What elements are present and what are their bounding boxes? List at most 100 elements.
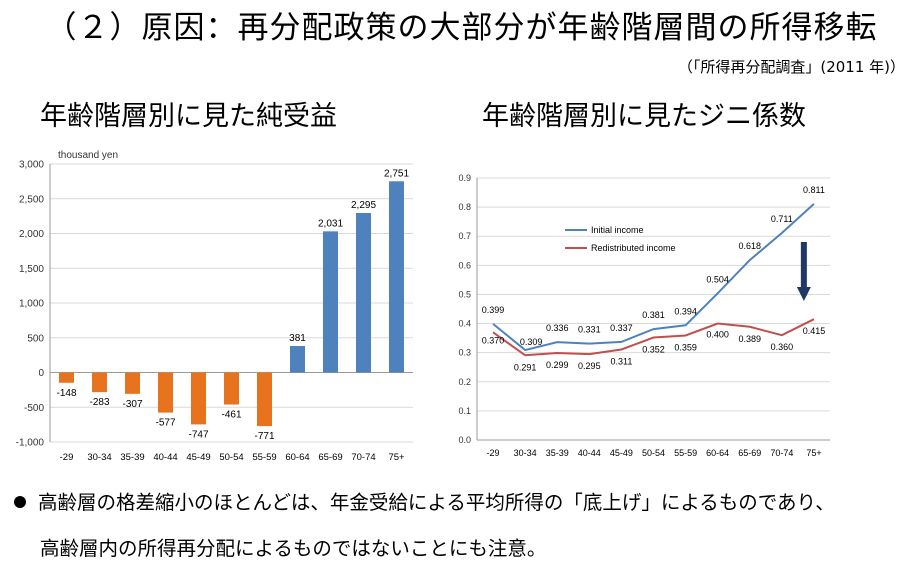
x-tick-label: 30-34 <box>87 452 111 463</box>
data-label: 0.299 <box>546 360 569 370</box>
x-tick-label: 65-69 <box>738 448 761 458</box>
x-tick-label: 55-59 <box>674 448 697 458</box>
data-label: 0.389 <box>739 334 762 344</box>
data-label: 0.504 <box>706 274 729 284</box>
bar-value-label: 381 <box>289 333 306 344</box>
x-tick-label: 70-74 <box>351 452 375 463</box>
y-tick-label: 0.6 <box>458 260 471 270</box>
y-tick-label: -500 <box>24 403 44 414</box>
net-benefit-bar-chart: thousand yen -1,000 -500 0 500 1,000 1,500 2,00… <box>16 150 413 463</box>
y-tick-label: -1,000 <box>16 438 45 449</box>
data-label: 0.811 <box>803 185 825 195</box>
x-tick-label: 45-49 <box>610 448 633 458</box>
data-label: 0.399 <box>482 305 505 315</box>
y-tick-label: 1,000 <box>19 299 44 310</box>
data-label: 0.291 <box>514 362 537 372</box>
down-arrow-icon <box>796 287 811 301</box>
bar-value-label: -148 <box>56 388 76 399</box>
bar-value-label: -771 <box>254 431 274 442</box>
x-tick-label: -29 <box>60 452 74 463</box>
x-tick-label: 50-54 <box>219 452 243 463</box>
bar-value-label: -307 <box>122 399 142 410</box>
x-tick-label: 55-59 <box>252 452 276 463</box>
y-tick-label: 0.8 <box>458 202 471 212</box>
x-tick-label: 60-64 <box>706 448 729 458</box>
left-chart-title: 年齢階層別に見た純受益 <box>40 101 337 132</box>
x-tick-label: 75+ <box>388 452 405 463</box>
x-tick-label: 70-74 <box>770 448 793 458</box>
x-tick-label: 35-39 <box>546 448 569 458</box>
source-citation: （「所得再分配調査」(2011 年)） <box>677 58 905 76</box>
data-label: 0.331 <box>578 325 601 335</box>
data-label: 0.381 <box>642 310 665 320</box>
arrow-shaft <box>800 242 807 288</box>
y-tick-label: 0.9 <box>458 173 471 183</box>
bar <box>125 372 140 394</box>
x-tick-label: 65-69 <box>318 452 342 463</box>
x-tick-label: 60-64 <box>285 452 309 463</box>
y-tick-label: 0 <box>38 368 44 379</box>
bar <box>92 372 107 393</box>
x-tick-label: 40-44 <box>153 452 177 463</box>
initial-income-line <box>492 203 815 352</box>
legend-entry: Initial income <box>591 225 644 235</box>
note-text-1: 高齢層の格差縮小のほとんどは、年金受給による平均所得の「底上げ」によるものであり… <box>38 491 835 514</box>
y-tick-label: 1,500 <box>19 264 44 275</box>
redistributed-income-line <box>492 318 815 357</box>
data-label: 0.370 <box>482 335 505 345</box>
legend-entry: Redistributed income <box>591 243 676 253</box>
bar-value-label: 2,751 <box>384 168 409 179</box>
gini-line-chart: 0.0 0.1 0.2 0.3 0.4 0.5 0.6 0.7 0.8 0.9 -29 30-34 35… <box>458 173 830 458</box>
bar <box>257 372 272 427</box>
right-chart-title: 年齢階層別に見たジニ係数 <box>482 101 806 132</box>
bar <box>290 346 305 373</box>
data-label: 0.336 <box>546 323 569 333</box>
y-tick-label: 500 <box>27 333 44 344</box>
x-tick-label: 40-44 <box>578 448 601 458</box>
bar-value-label: -577 <box>155 418 175 429</box>
data-label: 0.311 <box>610 356 632 366</box>
y-tick-label: 0.0 <box>458 435 471 445</box>
bar-value-label: 2,295 <box>351 200 376 211</box>
x-tick-label: 75+ <box>806 448 821 458</box>
data-label: 0.711 <box>771 214 793 224</box>
y-tick-label: 0.2 <box>458 377 471 387</box>
y-tick-label: 3,000 <box>19 160 44 171</box>
data-label: 0.337 <box>610 323 633 333</box>
bar <box>59 372 74 383</box>
bar <box>356 212 371 373</box>
bar <box>389 181 404 373</box>
bar-value-label: -283 <box>89 397 109 408</box>
y-tick-label: 0.5 <box>458 289 471 299</box>
x-tick-label: 50-54 <box>642 448 665 458</box>
x-tick-label: 45-49 <box>186 452 210 463</box>
data-label: 0.309 <box>520 337 543 347</box>
data-label: 0.400 <box>706 330 729 340</box>
y-tick-label: 0.7 <box>458 231 471 241</box>
x-tick-label: 35-39 <box>120 452 144 463</box>
data-label: 0.394 <box>674 306 697 316</box>
bar-value-label: -461 <box>221 410 241 421</box>
bar <box>323 231 338 373</box>
y-tick-label: 0.3 <box>458 348 471 358</box>
bar <box>191 372 206 425</box>
bar-value-label: 2,031 <box>318 218 343 229</box>
y-unit-label: thousand yen <box>58 150 118 161</box>
bar-value-label: -747 <box>188 429 208 440</box>
note-line-1: 高齢層の格差縮小のほとんどは、年金受給による平均所得の「底上げ」によるものであり… <box>14 486 835 515</box>
data-label: 0.618 <box>739 241 762 251</box>
x-tick-label: -29 <box>487 448 500 458</box>
data-label: 0.352 <box>642 345 665 355</box>
page-title: （２）原因：再分配政策の大部分が年齢階層間の所得移転 <box>45 10 878 46</box>
y-tick-label: 2,000 <box>19 229 44 240</box>
data-label: 0.415 <box>803 326 826 336</box>
note-line-2: 高齢層内の所得再分配によるものではないことにも注意。 <box>40 537 547 560</box>
data-label: 0.360 <box>771 342 794 352</box>
data-label: 0.295 <box>578 361 601 371</box>
bar <box>158 372 173 413</box>
x-tick-label: 30-34 <box>514 448 537 458</box>
y-tick-label: 0.1 <box>458 406 471 416</box>
y-tick-label: 2,500 <box>19 194 44 205</box>
data-label: 0.359 <box>674 342 697 352</box>
bar <box>224 372 239 405</box>
